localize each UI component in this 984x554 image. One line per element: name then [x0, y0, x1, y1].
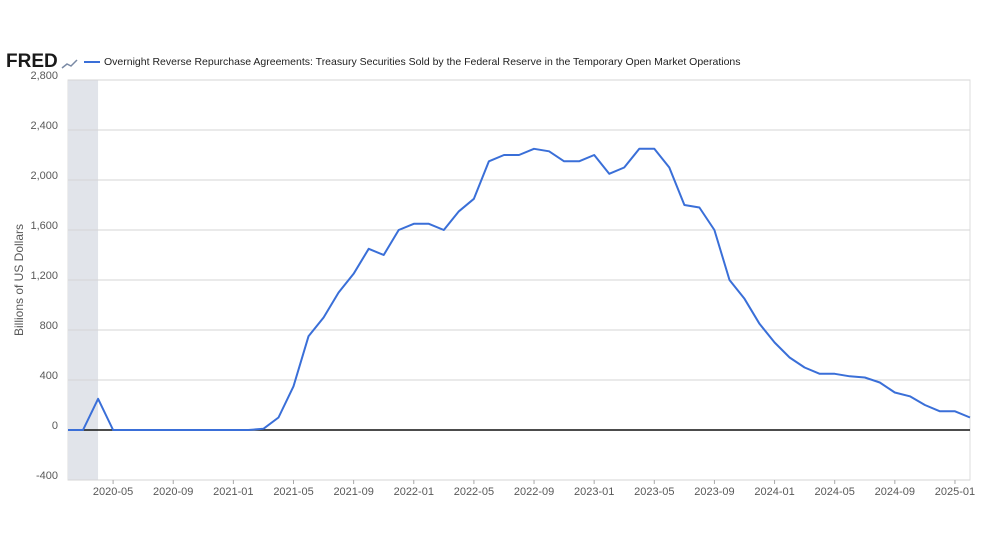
- y-tick-label: 800: [40, 320, 58, 332]
- x-tick-label: 2021-05: [273, 486, 313, 498]
- y-axis-label: Billions of US Dollars: [12, 224, 26, 336]
- series-line: [68, 147, 971, 431]
- x-tick-label: 2024-01: [754, 486, 794, 498]
- x-tick-label: 2022-01: [394, 486, 434, 498]
- x-tick-label: 2023-09: [694, 486, 734, 498]
- x-tick-label: 2020-09: [153, 486, 193, 498]
- x-tick-label: 2023-05: [634, 486, 674, 498]
- y-tick-label: 0: [52, 420, 58, 432]
- y-tick-label: 400: [40, 370, 58, 382]
- x-tick-label: 2024-09: [875, 486, 915, 498]
- x-tick-label: 2020-05: [93, 486, 133, 498]
- x-tick-label: 2021-01: [213, 486, 253, 498]
- x-tick-label: 2022-05: [454, 486, 494, 498]
- y-tick-label: 2,000: [30, 170, 58, 182]
- y-tick-label: 1,600: [30, 220, 58, 232]
- x-tick-label: 2025-01: [935, 486, 975, 498]
- logo-icon: [61, 59, 78, 69]
- x-tick-label: 2022-09: [514, 486, 554, 498]
- y-tick-label: 2,800: [30, 70, 58, 82]
- y-tick-label: 2,400: [30, 120, 58, 132]
- x-tick-label: 2023-01: [574, 486, 614, 498]
- x-tick-label: 2024-05: [815, 486, 855, 498]
- x-tick-label: 2021-09: [333, 486, 373, 498]
- y-tick-label: -400: [36, 470, 58, 482]
- y-tick-label: 1,200: [30, 270, 58, 282]
- legend-label: Overnight Reverse Repurchase Agreements:…: [104, 56, 741, 68]
- logo: FRED: [6, 51, 58, 72]
